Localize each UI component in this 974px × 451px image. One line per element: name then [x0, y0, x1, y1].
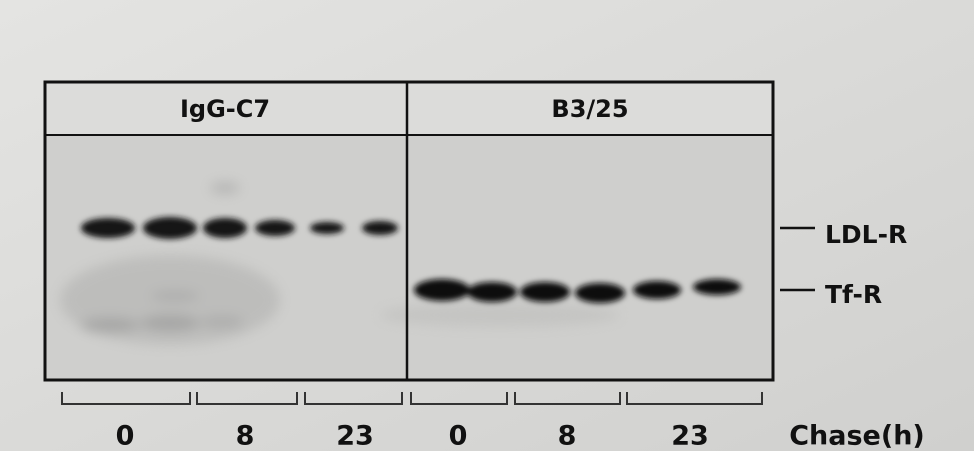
background-smear	[60, 182, 620, 345]
chase-label: Chase(h)	[789, 421, 925, 451]
chase-time: 8	[236, 421, 255, 451]
marker-label: LDL-R	[825, 220, 907, 249]
chase-brackets	[61, 392, 763, 405]
panel-label: B3/25	[551, 95, 628, 123]
chase-time: 23	[671, 421, 709, 451]
chase-time: 23	[336, 421, 374, 451]
chase-time: 8	[558, 421, 577, 451]
blot-frame	[43, 80, 775, 382]
marker-label: Tf-R	[825, 280, 882, 309]
chase-time: 0	[449, 421, 468, 451]
panel-label: IgG-C7	[180, 95, 270, 123]
ldl-r-bands	[81, 217, 398, 239]
chase-time: 0	[116, 421, 135, 451]
header-row	[45, 82, 773, 135]
tf-r-bands	[414, 279, 741, 303]
